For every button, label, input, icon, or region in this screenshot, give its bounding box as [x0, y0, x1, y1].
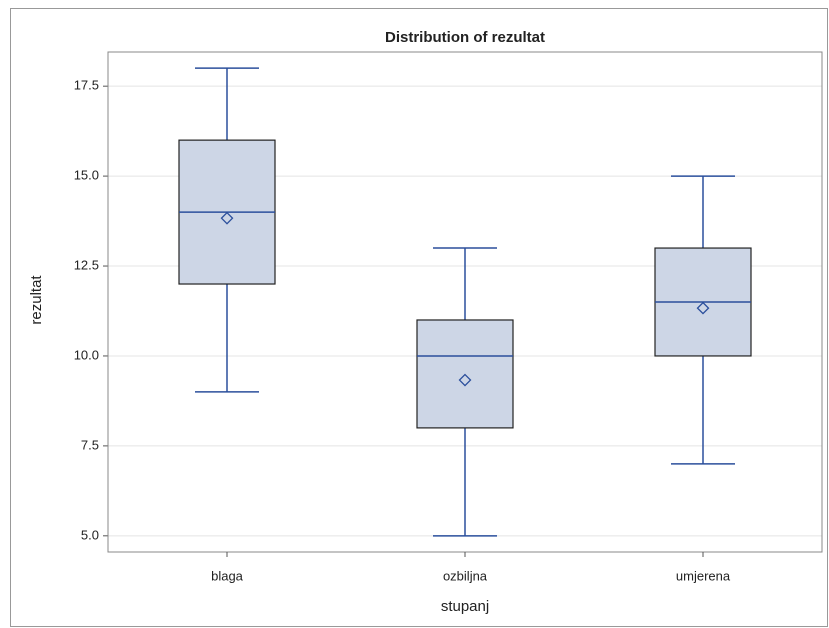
x-tick-label: blaga [211, 568, 244, 583]
y-tick-label: 17.5 [74, 78, 99, 93]
y-tick-label: 15.0 [74, 168, 99, 183]
mean-marker [220, 211, 234, 225]
x-axis-label: stupanj [441, 598, 489, 615]
y-tick-label: 10.0 [74, 347, 99, 362]
y-tick-label: 7.5 [81, 437, 99, 452]
y-tick-label: 12.5 [74, 257, 99, 272]
mean-marker [696, 301, 710, 315]
x-tick-label: ozbiljna [443, 568, 488, 583]
y-tick-label: 5.0 [81, 527, 99, 542]
y-axis-label: rezultat [28, 275, 45, 325]
chart-title: Distribution of rezultat [385, 29, 545, 46]
x-tick-label: umjerena [676, 568, 731, 583]
mean-marker [458, 373, 472, 387]
